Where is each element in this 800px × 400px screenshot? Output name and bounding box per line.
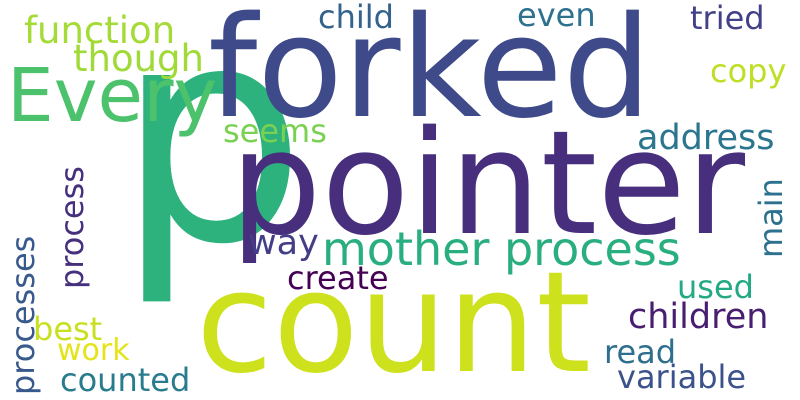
word-work: work (57, 333, 130, 368)
word-count: count (196, 242, 591, 400)
word-used: used (677, 268, 754, 306)
word-every: Every (7, 53, 218, 139)
word-variable: variable (617, 358, 747, 396)
word-forked: forked (208, 0, 652, 150)
word-address: address (637, 118, 775, 158)
word-way: way (248, 223, 319, 263)
word-seems: seems (223, 112, 327, 150)
word-children: children (628, 297, 769, 337)
word-counted: counted (60, 361, 191, 399)
word-create: create (287, 259, 389, 297)
word-even: even (517, 0, 596, 34)
word-p: p (116, 0, 307, 310)
word-copy: copy (710, 52, 787, 90)
word-best: best (33, 310, 103, 348)
word-tried: tried (690, 0, 765, 37)
word-mother-process: mother process (322, 222, 681, 276)
word-read: read (604, 333, 677, 371)
word-function: function (24, 9, 176, 52)
word-child: child (318, 0, 394, 36)
word-though: though (73, 37, 204, 80)
word-process: process (53, 166, 91, 289)
word-main: main (752, 178, 790, 258)
word-pointer: pointer (230, 99, 746, 267)
